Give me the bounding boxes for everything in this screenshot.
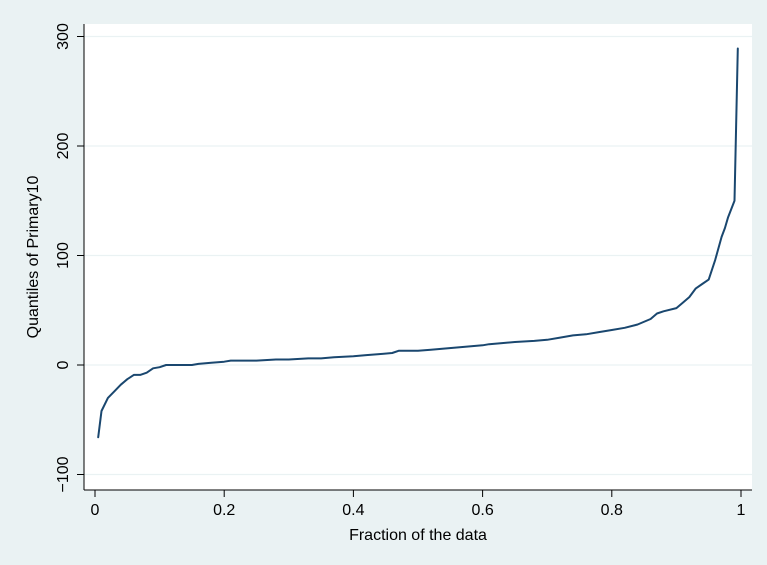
data-point xyxy=(288,359,290,361)
data-point xyxy=(120,384,122,386)
data-point xyxy=(501,342,503,344)
x-tick-label: 0 xyxy=(91,502,100,519)
x-tick-label: 1 xyxy=(737,502,746,519)
data-point xyxy=(152,367,154,369)
axes: −100 0 100 200 300 0 0.2 0.4 0.6 0.8 1 xyxy=(55,23,752,519)
data-point xyxy=(443,348,445,350)
data-point xyxy=(126,378,128,380)
data-point xyxy=(417,350,419,352)
data-point xyxy=(559,337,561,339)
y-tick-label: 0 xyxy=(55,360,72,369)
data-point xyxy=(430,349,432,351)
data-point xyxy=(230,360,232,362)
data-point xyxy=(663,310,665,312)
data-point xyxy=(546,339,548,341)
x-tick-label: 0.8 xyxy=(601,502,623,519)
data-point xyxy=(572,334,574,336)
data-point xyxy=(688,296,690,298)
data-point xyxy=(107,397,109,399)
x-tick-label: 0.4 xyxy=(342,502,364,519)
data-point xyxy=(650,318,652,320)
data-point xyxy=(178,364,180,366)
data-point xyxy=(734,200,736,202)
y-axis-label: Quantiles of Primary10 xyxy=(25,176,42,339)
data-point xyxy=(243,360,245,362)
data-point xyxy=(139,374,141,376)
data-point xyxy=(307,357,309,359)
data-point xyxy=(398,350,400,352)
x-tick-label: 0.2 xyxy=(213,502,235,519)
data-point xyxy=(695,287,697,289)
series-layer xyxy=(97,47,739,439)
data-point xyxy=(714,259,716,261)
data-point xyxy=(624,327,626,329)
data-point xyxy=(320,357,322,359)
data-point xyxy=(514,341,516,343)
data-point xyxy=(611,329,613,331)
y-tick-label: 100 xyxy=(55,242,72,269)
data-point xyxy=(275,359,277,361)
data-point xyxy=(682,302,684,304)
x-axis-label: Fraction of the data xyxy=(349,527,487,544)
plot-area xyxy=(84,24,752,490)
data-point xyxy=(172,364,174,366)
data-point xyxy=(256,360,258,362)
data-point xyxy=(469,345,471,347)
data-point xyxy=(708,279,710,281)
data-point xyxy=(456,347,458,349)
data-point xyxy=(533,340,535,342)
data-point xyxy=(675,307,677,309)
data-point xyxy=(113,390,115,392)
data-point xyxy=(701,283,703,285)
data-point xyxy=(133,374,135,376)
data-point xyxy=(184,364,186,366)
data-point xyxy=(210,362,212,364)
data-point xyxy=(656,313,658,315)
y-tick-label: 300 xyxy=(55,23,72,50)
data-point xyxy=(223,361,225,363)
data-point xyxy=(598,331,600,333)
data-point xyxy=(146,372,148,374)
data-point xyxy=(365,354,367,356)
data-point xyxy=(391,352,393,354)
data-point xyxy=(165,364,167,366)
data-point xyxy=(727,216,729,218)
data-point xyxy=(197,363,199,365)
data-point xyxy=(159,366,161,368)
data-point xyxy=(482,344,484,346)
y-tick-label: 200 xyxy=(55,133,72,160)
data-point xyxy=(585,333,587,335)
data-point xyxy=(352,355,354,357)
series-line xyxy=(97,47,739,439)
data-point xyxy=(724,227,726,229)
data-point xyxy=(737,48,739,50)
x-tick-label: 0.6 xyxy=(471,502,493,519)
data-point xyxy=(637,324,639,326)
y-tick-label: −100 xyxy=(55,456,72,492)
data-point xyxy=(101,410,103,412)
data-point xyxy=(488,343,490,345)
data-point xyxy=(721,236,723,238)
data-point xyxy=(378,353,380,355)
data-point xyxy=(333,356,335,358)
data-point xyxy=(97,436,99,438)
data-point xyxy=(191,364,193,366)
